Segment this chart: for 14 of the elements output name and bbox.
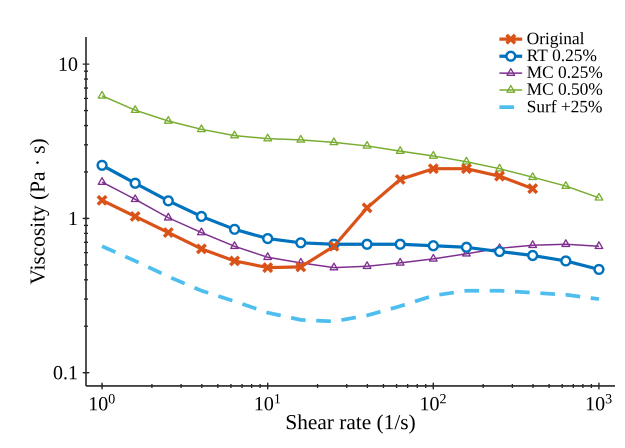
legend-label: Surf +25%: [528, 100, 602, 112]
legend-label: MC 0.25%: [527, 66, 602, 78]
x-tick-label: 10$^{2}$: [421, 394, 446, 410]
x-tick-label: 10$^{3}$: [586, 394, 612, 410]
x-tick-label: 10$^{0}$: [90, 394, 115, 410]
legend-label: Original: [527, 32, 584, 48]
y-tick-label: 0.1: [54, 366, 77, 380]
x-axis-title: Shear rate (1/s): [286, 414, 415, 434]
y-tick-label: 1: [70, 212, 77, 226]
y-tick-label: 10: [60, 57, 78, 71]
legend-label: RT 0.25%: [527, 49, 596, 62]
x-tick-label: 10$^{1}$: [256, 394, 280, 410]
y-axis-title: Viscosity (Pa · s): [30, 139, 50, 284]
legend-label: MC 0.50%: [527, 83, 602, 95]
